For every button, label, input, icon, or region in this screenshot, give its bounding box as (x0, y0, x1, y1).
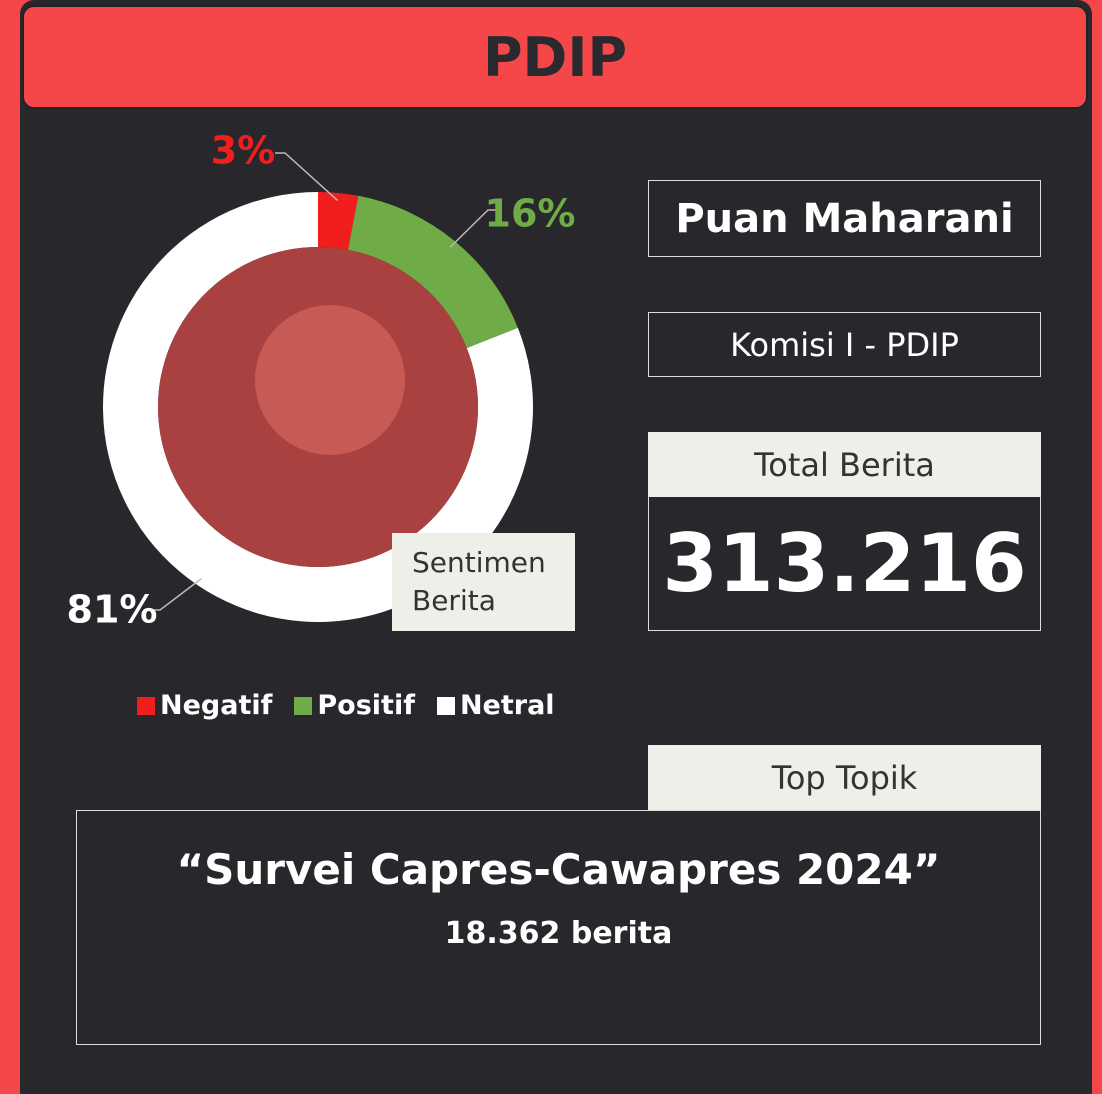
topic-box: “Survei Capres-Cawapres 2024” 18.362 ber… (76, 810, 1041, 1045)
legend-label: Negatif (160, 690, 272, 721)
legend: Negatif Positif Netral (137, 690, 555, 721)
legend-label: Positif (317, 690, 415, 721)
topic-count: 18.362 berita (445, 916, 673, 951)
profile-name: Puan Maharani (648, 180, 1041, 257)
legend-swatch (137, 697, 155, 715)
topic-label: Top Topik (648, 745, 1041, 810)
legend-swatch (294, 697, 312, 715)
legend-item: Positif (294, 690, 415, 721)
leader-line (150, 579, 201, 610)
legend-item: Netral (437, 690, 555, 721)
legend-label: Netral (460, 690, 555, 721)
value-label: 81% (67, 588, 158, 632)
legend-item: Negatif (137, 690, 272, 721)
infographic: PDIP 3%16%81% Sentimen Berita NegatifPos… (0, 0, 1102, 1094)
legend-swatch (437, 697, 455, 715)
value-label: 16% (485, 192, 576, 236)
topic-title: “Survei Capres-Cawapres 2024” (177, 845, 941, 894)
portrait-face (255, 305, 405, 455)
chart-annotation: Sentimen Berita (392, 533, 575, 631)
value-label: 3% (211, 129, 276, 173)
total-value: 313.216 (648, 497, 1041, 631)
profile-role: Komisi I - PDIP (648, 312, 1041, 377)
total-label: Total Berita (648, 432, 1041, 497)
